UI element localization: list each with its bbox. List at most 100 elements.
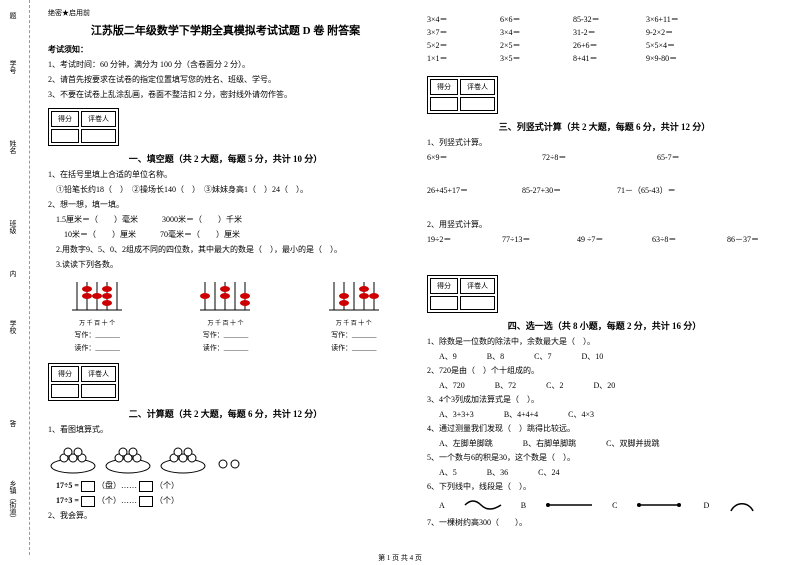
calc-item: 6×6＝ — [500, 14, 555, 25]
q4-4: 4、通过测量我们发现（ ）跳得比较远。 — [427, 423, 782, 435]
q1-1-items: ①铅笔长约18（ ） ②操场长140（ ） ③妹妹身高1（ ）24（ ）。 — [48, 184, 403, 196]
wavy-line-icon — [463, 497, 503, 513]
notice-1: 1、考试时间：60 分钟，满分为 100 分（含卷面分 2 分）。 — [48, 59, 403, 71]
calc-row: 5×2＝2×5＝26+6＝5×5×4＝ — [427, 40, 782, 51]
q3-1-row1: 6×9＝ 72÷8＝ 65-7＝ — [427, 152, 782, 163]
eq-item: 72÷8＝ — [542, 152, 597, 163]
eq-item: 49 ÷7＝ — [577, 234, 632, 245]
calc-item: 26+6＝ — [573, 40, 628, 51]
answer-box[interactable] — [81, 496, 95, 507]
score-label: 得分 — [430, 79, 458, 95]
option: A、5 — [439, 467, 457, 478]
q2-1: 1、看图填算式。 — [48, 424, 403, 436]
calc-item: 2×5＝ — [500, 40, 555, 51]
read-line: 读作：_______ — [331, 343, 377, 353]
abacus-2: 万 千 百 十 个 写作：_______ 读作：_______ — [195, 277, 255, 353]
grader-label: 评卷人 — [81, 111, 116, 127]
section-1-title: 一、填空题（共 2 大题，每题 5 分，共计 10 分） — [48, 152, 403, 165]
exam-page: 题 学号 姓名 班级 内 学校 答 乡镇（街道） 绝密★启用前 江苏版二年级数学… — [0, 0, 800, 555]
option: C、7 — [534, 351, 551, 362]
option: B、36 — [487, 467, 508, 478]
eq2-lhs: 17÷3 = — [56, 496, 79, 505]
binding-label-name: 姓名 — [8, 140, 18, 154]
option: A、左脚单脚跳 — [439, 438, 493, 449]
q1-2c: 2.用数字9、5、0、2组成不同的四位数，其中最大的数是（ ），最小的是（ ）。 — [48, 244, 403, 256]
option: A、3+3+3 — [439, 409, 474, 420]
opt-d-label: D — [703, 501, 709, 510]
write-line: 写作：_______ — [74, 330, 120, 340]
abacus-scale: 万 千 百 十 个 — [79, 318, 115, 327]
grader-label: 评卷人 — [460, 79, 495, 95]
abacus-row: 万 千 百 十 个 写作：_______ 读作：_______ 万 千 百 十 … — [48, 277, 403, 353]
binding-label-nei: 内 — [8, 270, 18, 277]
binding-label-school: 学校 — [8, 320, 18, 334]
section-4-title: 四、选一选（共 8 小题，每题 2 分，共计 16 分） — [427, 319, 782, 332]
eq1-lhs: 17÷5 = — [56, 481, 79, 490]
eq-line-1: 17÷5 = （盘）…… （个） — [48, 480, 403, 492]
option: C、2 — [546, 380, 563, 391]
abacus-3: 万 千 百 十 个 写作：_______ 读作：_______ — [324, 277, 384, 353]
eq-item: 65-7＝ — [657, 152, 712, 163]
q1-1: 1、在括号里填上合适的单位名称。 — [48, 169, 403, 181]
binding-label-da: 答 — [8, 420, 18, 427]
calc-item: 31-2＝ — [573, 27, 628, 38]
q1-2d: 3.读读下列各数。 — [48, 259, 403, 271]
calc-item: 3×7＝ — [427, 27, 482, 38]
section-2-title: 二、计算题（共 2 大题，每题 6 分，共计 12 分） — [48, 407, 403, 420]
option: C、24 — [538, 467, 559, 478]
opt-c-label: C — [612, 501, 617, 510]
q2-2: 2、我会算。 — [48, 510, 403, 522]
binding-label-ti: 题 — [8, 12, 18, 19]
score-box-1: 得分评卷人 — [48, 108, 119, 146]
option: B、右脚单脚跳 — [523, 438, 576, 449]
opt-a-label: A — [439, 501, 445, 510]
option: B、4+4+4 — [504, 409, 538, 420]
eq-item: 63÷8＝ — [652, 234, 707, 245]
abacus-scale: 万 千 百 十 个 — [336, 318, 372, 327]
calc-item: 9-2×2＝ — [646, 27, 701, 38]
shape-options: A B C D — [439, 497, 782, 513]
score-box-3: 得分评卷人 — [427, 76, 498, 114]
q1-2: 2、想一想，填一填。 — [48, 199, 403, 211]
binding-label-town: 乡镇（街道） — [8, 480, 18, 522]
apple-plates — [48, 442, 403, 474]
eq-item: 6×9＝ — [427, 152, 482, 163]
option: D、20 — [593, 380, 615, 391]
score-label: 得分 — [430, 278, 458, 294]
q3-1: 1、列竖式计算。 — [427, 137, 782, 149]
q4-4-opts: A、左脚单脚跳B、右脚单脚跳C、双脚并拢跳 — [439, 438, 782, 449]
answer-box[interactable] — [139, 481, 153, 492]
score-box-2: 得分评卷人 — [48, 363, 119, 401]
eq1-unit2: （个） — [155, 481, 179, 490]
notice-2: 2、请首先按要求在试卷的指定位置填写您的姓名、班级、学号。 — [48, 74, 403, 86]
calc-row: 3×4＝6×6＝85-32＝3×6+11＝ — [427, 14, 782, 25]
eq2-unit1: （个）…… — [97, 496, 137, 505]
q4-6: 6、下列线中，线段是（ ）。 — [427, 481, 782, 493]
grader-label: 评卷人 — [81, 366, 116, 382]
ray-icon — [544, 497, 594, 513]
eq2-unit2: （个） — [155, 496, 179, 505]
binding-margin: 题 学号 姓名 班级 内 学校 答 乡镇（街道） — [0, 0, 30, 555]
q4-7: 7、一棵树约高300（ ）。 — [427, 517, 782, 529]
answer-box[interactable] — [139, 496, 153, 507]
abacus-icon — [195, 277, 255, 315]
q4-3: 3、4个3列成加法算式是（ ）。 — [427, 394, 782, 406]
abacus-1: 万 千 百 十 个 写作：_______ 读作：_______ — [67, 277, 127, 353]
write-line: 写作：_______ — [203, 330, 249, 340]
eq-item: 85-27+30＝ — [522, 185, 577, 196]
eq1-unit1: （盘）…… — [97, 481, 137, 490]
q1-2b: 10米＝（ ）厘米 70毫米＝（ ）厘米 — [48, 229, 403, 241]
option: B、8 — [487, 351, 504, 362]
q3-1-row2: 26+45+17＝85-27+30＝71－（65-43）＝ — [427, 185, 782, 196]
q4-2-opts: A、720B、72C、2D、20 — [439, 380, 782, 391]
option: A、9 — [439, 351, 457, 362]
eq-item: 77÷13＝ — [502, 234, 557, 245]
notice-header: 考试须知： — [48, 44, 403, 55]
abacus-icon — [67, 277, 127, 315]
exam-title: 江苏版二年级数学下学期全真模拟考试试题 D 卷 附答案 — [48, 22, 403, 38]
answer-box[interactable] — [81, 481, 95, 492]
binding-label-class: 班级 — [8, 220, 18, 234]
left-column: 绝密★启用前 江苏版二年级数学下学期全真模拟考试试题 D 卷 附答案 考试须知：… — [30, 0, 415, 555]
q4-5-opts: A、5 B、36 C、24 — [439, 467, 782, 478]
calc-grid: 3×4＝6×6＝85-32＝3×6+11＝3×7＝3×4＝31-2＝9-2×2＝… — [427, 14, 782, 64]
